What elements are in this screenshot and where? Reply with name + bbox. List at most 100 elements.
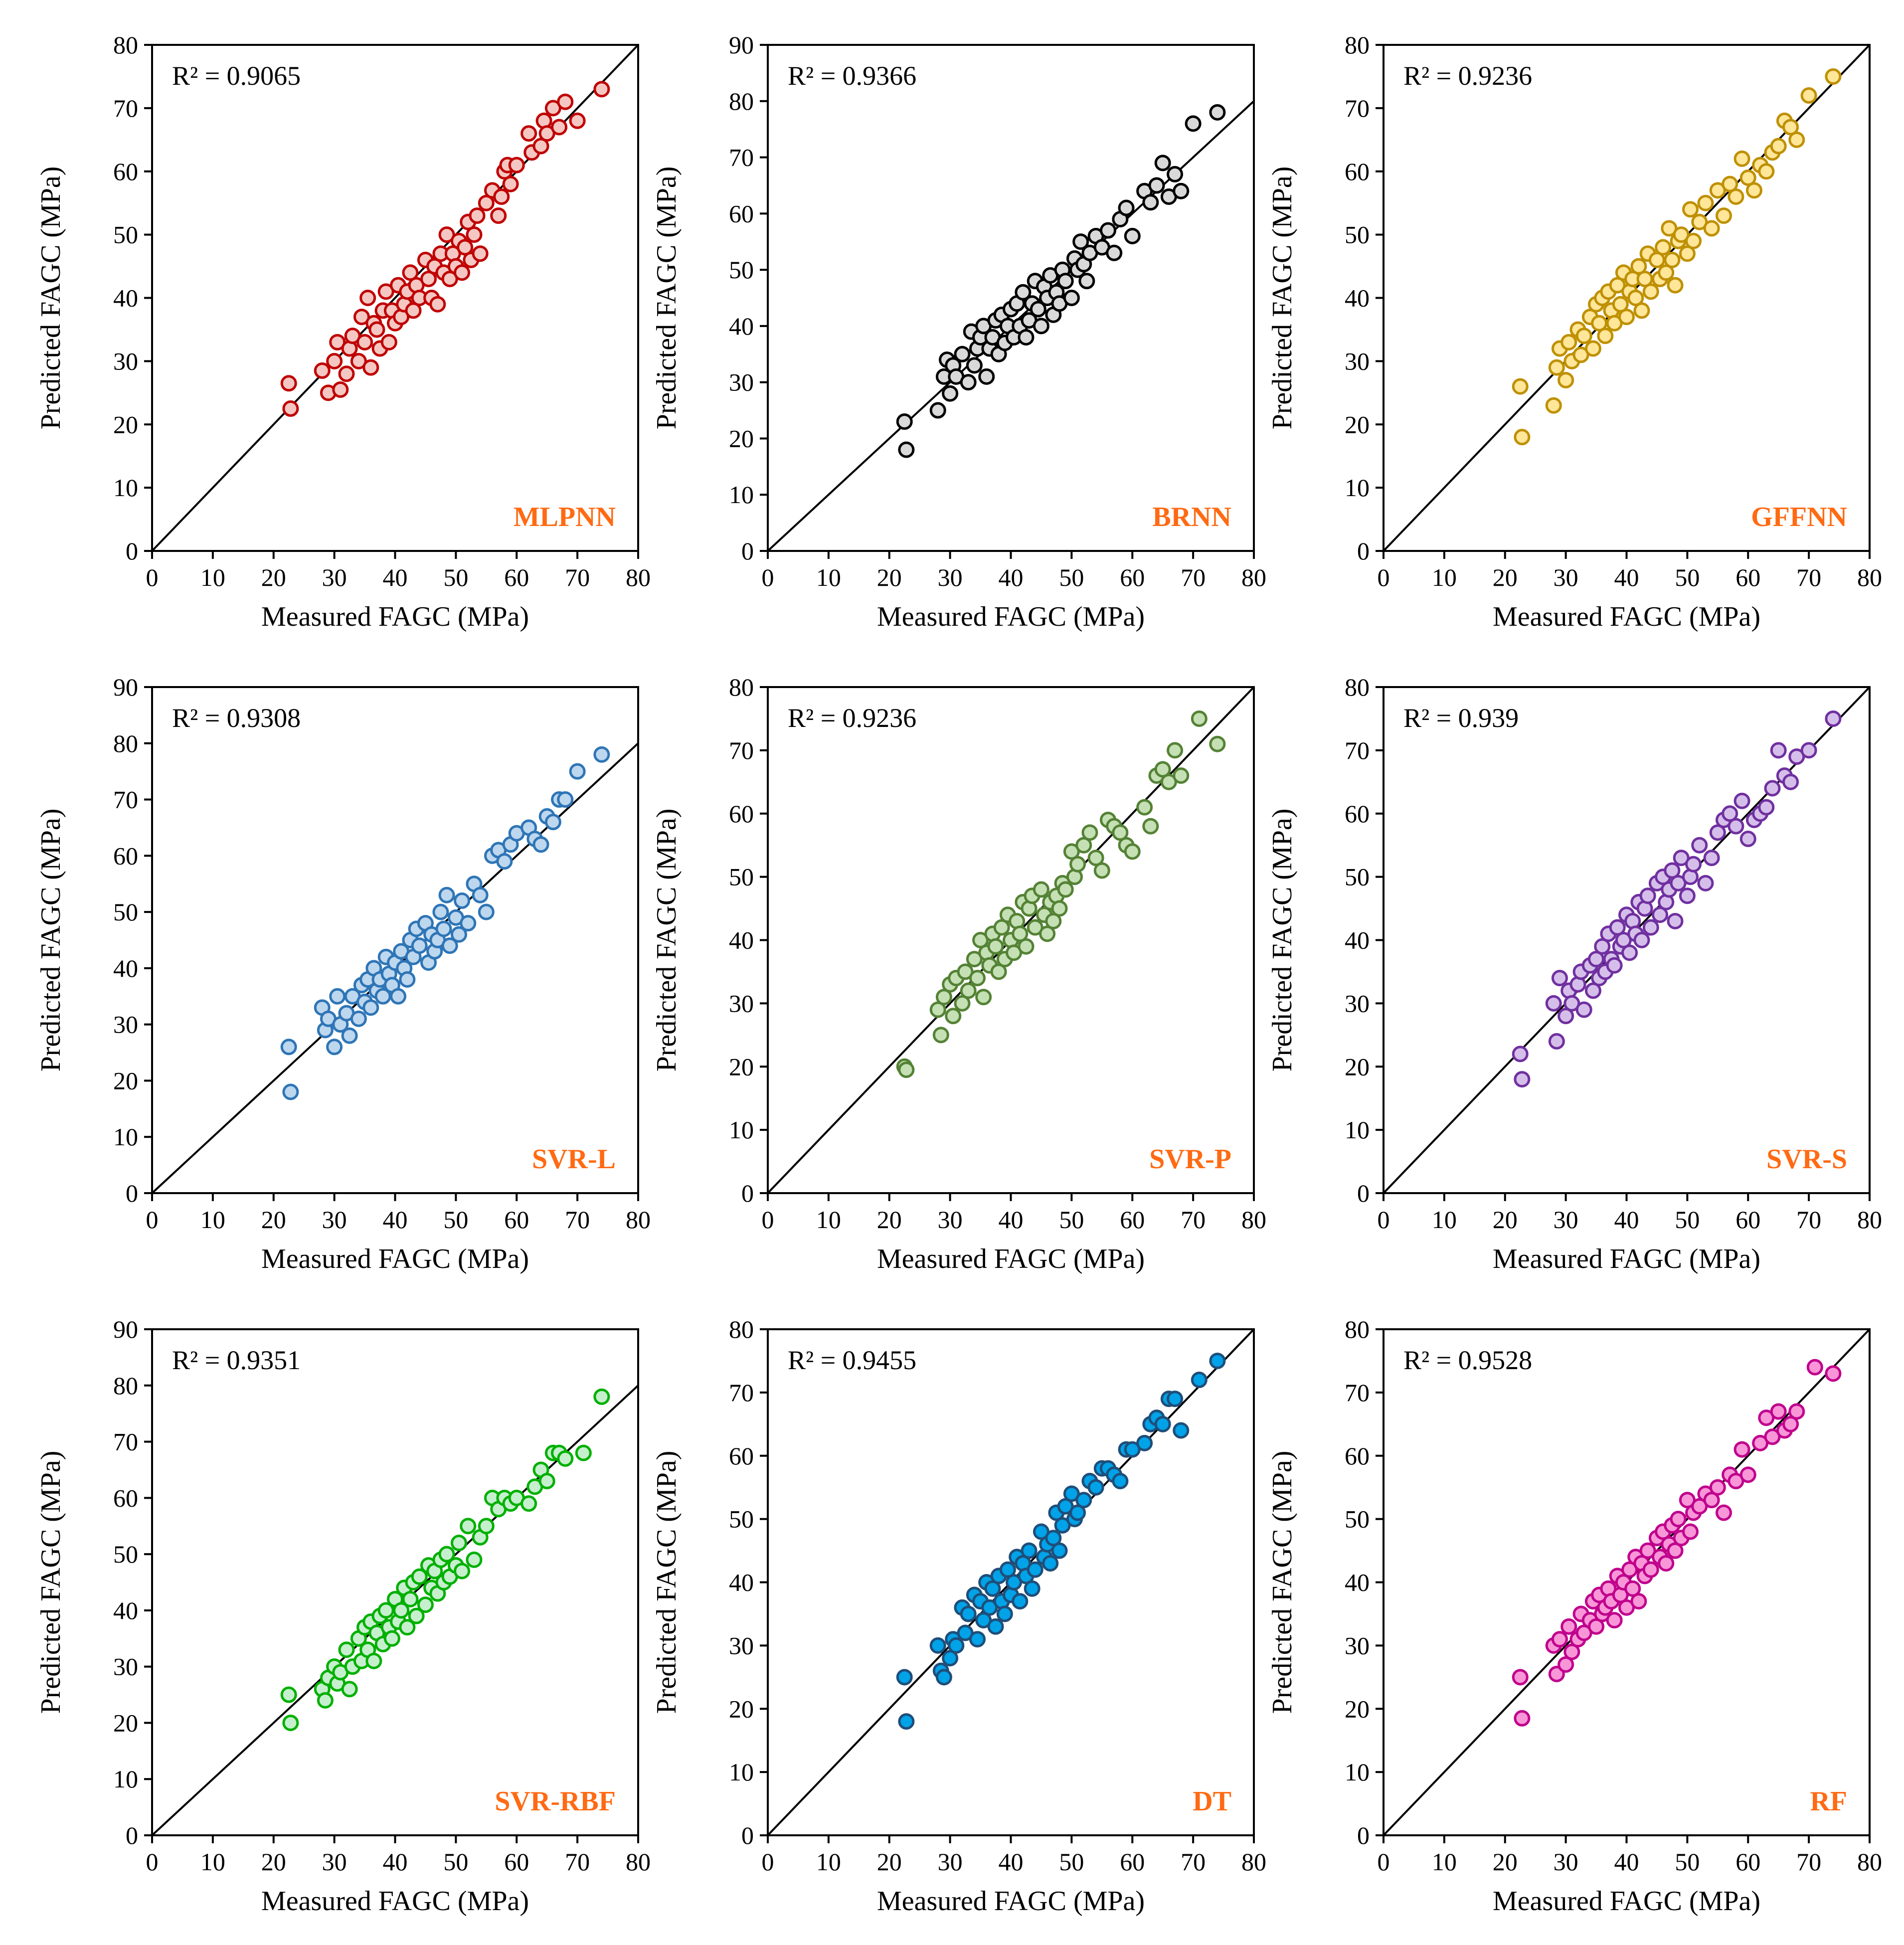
chart-gffnn-data-point (1679, 245, 1696, 262)
chart-svr-rbf-model-label: SVR-RBF (495, 1786, 616, 1817)
chart-svr-rbf-x-tick-label: 30 (322, 1848, 347, 1876)
chart-svr-p-y-tick-label: 20 (729, 1053, 754, 1080)
chart-svr-l-panel: 0 10 20 30 40 50 60 70 80 0 10 20 30 40 50 60 70 80 90 Meas… (35, 673, 651, 1274)
chart-svr-s-data-point (1512, 1046, 1529, 1062)
chart-gffnn-x-tick-label: 80 (1857, 563, 1882, 591)
chart-gffnn-data-point (1733, 150, 1750, 167)
chart-brnn-x-tick-label: 60 (1120, 563, 1145, 591)
chart-svr-p-data-point (1039, 925, 1056, 942)
chart-gffnn-y-tick-label: 60 (1345, 158, 1370, 185)
chart-svr-p-y-tick-label: 50 (729, 863, 754, 891)
chart-rf-data-point (1682, 1523, 1699, 1540)
chart-mlpnn-data-point (472, 245, 489, 262)
chart-rf-data-point (1788, 1403, 1805, 1420)
chart-mlpnn-x-tick-label: 70 (565, 563, 590, 591)
chart-rf-y-tick-label: 60 (1345, 1442, 1370, 1470)
chart-svr-l-points (280, 746, 610, 1100)
chart-svr-s-y-tick-label: 20 (1345, 1053, 1370, 1080)
chart-svr-p-data-point (1191, 710, 1208, 727)
chart-svr-rbf-data-point (438, 1546, 455, 1563)
chart-brnn-x-tick-label: 50 (1059, 563, 1084, 591)
chart-svr-p-x-tick-label: 20 (877, 1206, 902, 1234)
chart-gffnn-y-tick-label: 70 (1345, 94, 1370, 122)
chart-mlpnn-data-point (502, 176, 519, 192)
chart-brnn-y-tick-label: 30 (729, 368, 754, 396)
chart-svr-s-y-tick-label: 40 (1345, 926, 1370, 954)
chart-svr-p-y-tick-label: 40 (729, 926, 754, 954)
chart-rf-data-point (1658, 1555, 1675, 1572)
chart-mlpnn-x-tick-label: 0 (146, 563, 159, 591)
chart-svr-s-data-point (1514, 1071, 1531, 1088)
chart-gffnn-data-point (1514, 429, 1531, 446)
chart-svr-l-data-point (460, 915, 477, 932)
chart-svr-l-x-tick-label: 40 (383, 1206, 408, 1234)
chart-gffnn-panel: 0 10 20 30 40 50 60 70 80 0 10 20 30 40 50 60 70 80 Measur… (1267, 31, 1882, 632)
chart-brnn-x-tick-label: 30 (938, 563, 963, 591)
chart-svr-l-data-point (478, 903, 495, 920)
chart-svr-s-x-axis-title: Measured FAGC (MPa) (1493, 1243, 1760, 1274)
chart-svr-s-y-tick-label: 70 (1345, 736, 1370, 764)
chart-mlpnn-x-tick-label: 80 (626, 563, 651, 591)
chart-dt-data-point (1075, 1492, 1092, 1509)
chart-svr-rbf-data-point (575, 1444, 592, 1461)
chart-svr-s-data-point (1679, 887, 1696, 904)
chart-svr-p-x-tick-label: 40 (999, 1206, 1024, 1234)
chart-dt-data-point (1136, 1434, 1153, 1451)
chart-svr-rbf-y-tick-label: 10 (113, 1765, 138, 1793)
chart-svr-rbf-data-point (557, 1450, 574, 1467)
chart-mlpnn-x-tick-label: 50 (443, 563, 468, 591)
chart-rf-data-point (1806, 1359, 1823, 1376)
chart-brnn-x-tick-label: 20 (877, 563, 902, 591)
chart-svr-rbf-y-tick-label: 40 (113, 1596, 138, 1624)
chart-gffnn-y-tick-label: 30 (1345, 347, 1370, 375)
chart-svr-l-x-tick-label: 80 (626, 1206, 651, 1234)
chart-dt-data-point (960, 1605, 977, 1622)
chart-brnn-data-point (1015, 284, 1032, 301)
chart-rf-panel: 0 10 20 30 40 50 60 70 80 0 10 20 30 40 50 60 70 80 Measur… (1267, 1315, 1882, 1917)
chart-brnn-data-point (954, 346, 971, 362)
chart-dt-data-point (987, 1618, 1004, 1635)
chart-brnn-model-label: BRNN (1152, 502, 1231, 532)
chart-svr-l-x-tick-label: 20 (261, 1206, 286, 1234)
chart-rf-x-tick-label: 10 (1432, 1848, 1457, 1876)
chart-dt-data-point (948, 1637, 965, 1654)
chart-svr-p-data-point (1081, 824, 1098, 841)
chart-svr-rbf-y-tick-label: 70 (113, 1428, 138, 1456)
chart-dt-data-point (1191, 1372, 1208, 1388)
chart-mlpnn-data-point (478, 194, 495, 211)
chart-mlpnn-data-point (429, 296, 446, 313)
chart-svr-s-data-point (1722, 805, 1738, 822)
chart-dt-data-point (1173, 1422, 1190, 1439)
chart-dt-data-point (898, 1713, 915, 1730)
chart-rf-data-point (1709, 1479, 1726, 1496)
chart-dt-x-tick-label: 40 (999, 1848, 1024, 1876)
chart-svr-l-y-tick-label: 90 (113, 673, 138, 701)
chart-gffnn-y-tick-label: 10 (1345, 474, 1370, 502)
chart-rf-x-tick-label: 50 (1675, 1848, 1700, 1876)
chart-svr-s-x-tick-label: 20 (1493, 1206, 1518, 1234)
chart-svr-s-x-tick-label: 80 (1857, 1206, 1882, 1234)
chart-gffnn-data-point (1633, 302, 1650, 319)
chart-svr-p-x-tick-label: 30 (938, 1206, 963, 1234)
chart-svr-rbf-data-point (365, 1652, 382, 1669)
chart-dt-x-tick-label: 30 (938, 1848, 963, 1876)
chart-brnn-data-point (898, 441, 915, 458)
chart-svr-rbf-data-point (393, 1602, 410, 1619)
chart-mlpnn-y-tick-label: 70 (113, 94, 138, 122)
chart-svr-l-y-tick-label: 50 (113, 898, 138, 926)
chart-svr-s-data-point (1703, 850, 1720, 867)
chart-gffnn-y-tick-label: 50 (1345, 221, 1370, 249)
chart-svr-p-data-point (1051, 900, 1068, 917)
chart-svr-l-data-point (532, 836, 549, 853)
chart-mlpnn-data-point (532, 138, 549, 155)
chart-svr-rbf-data-point (466, 1551, 483, 1568)
chart-rf-x-tick-label: 20 (1493, 1848, 1518, 1876)
chart-dt-x-tick-label: 80 (1241, 1848, 1266, 1876)
chart-rf-data-point (1770, 1403, 1787, 1420)
chart-svr-p-data-point (945, 1008, 962, 1025)
chart-svr-l-data-point (438, 886, 455, 903)
chart-svr-l-x-tick-label: 50 (443, 1206, 468, 1234)
chart-gffnn-x-tick-label: 10 (1432, 563, 1457, 591)
chart-dt-data-point (929, 1637, 946, 1654)
chart-rf-r2-label: R² = 0.9528 (1403, 1345, 1532, 1375)
